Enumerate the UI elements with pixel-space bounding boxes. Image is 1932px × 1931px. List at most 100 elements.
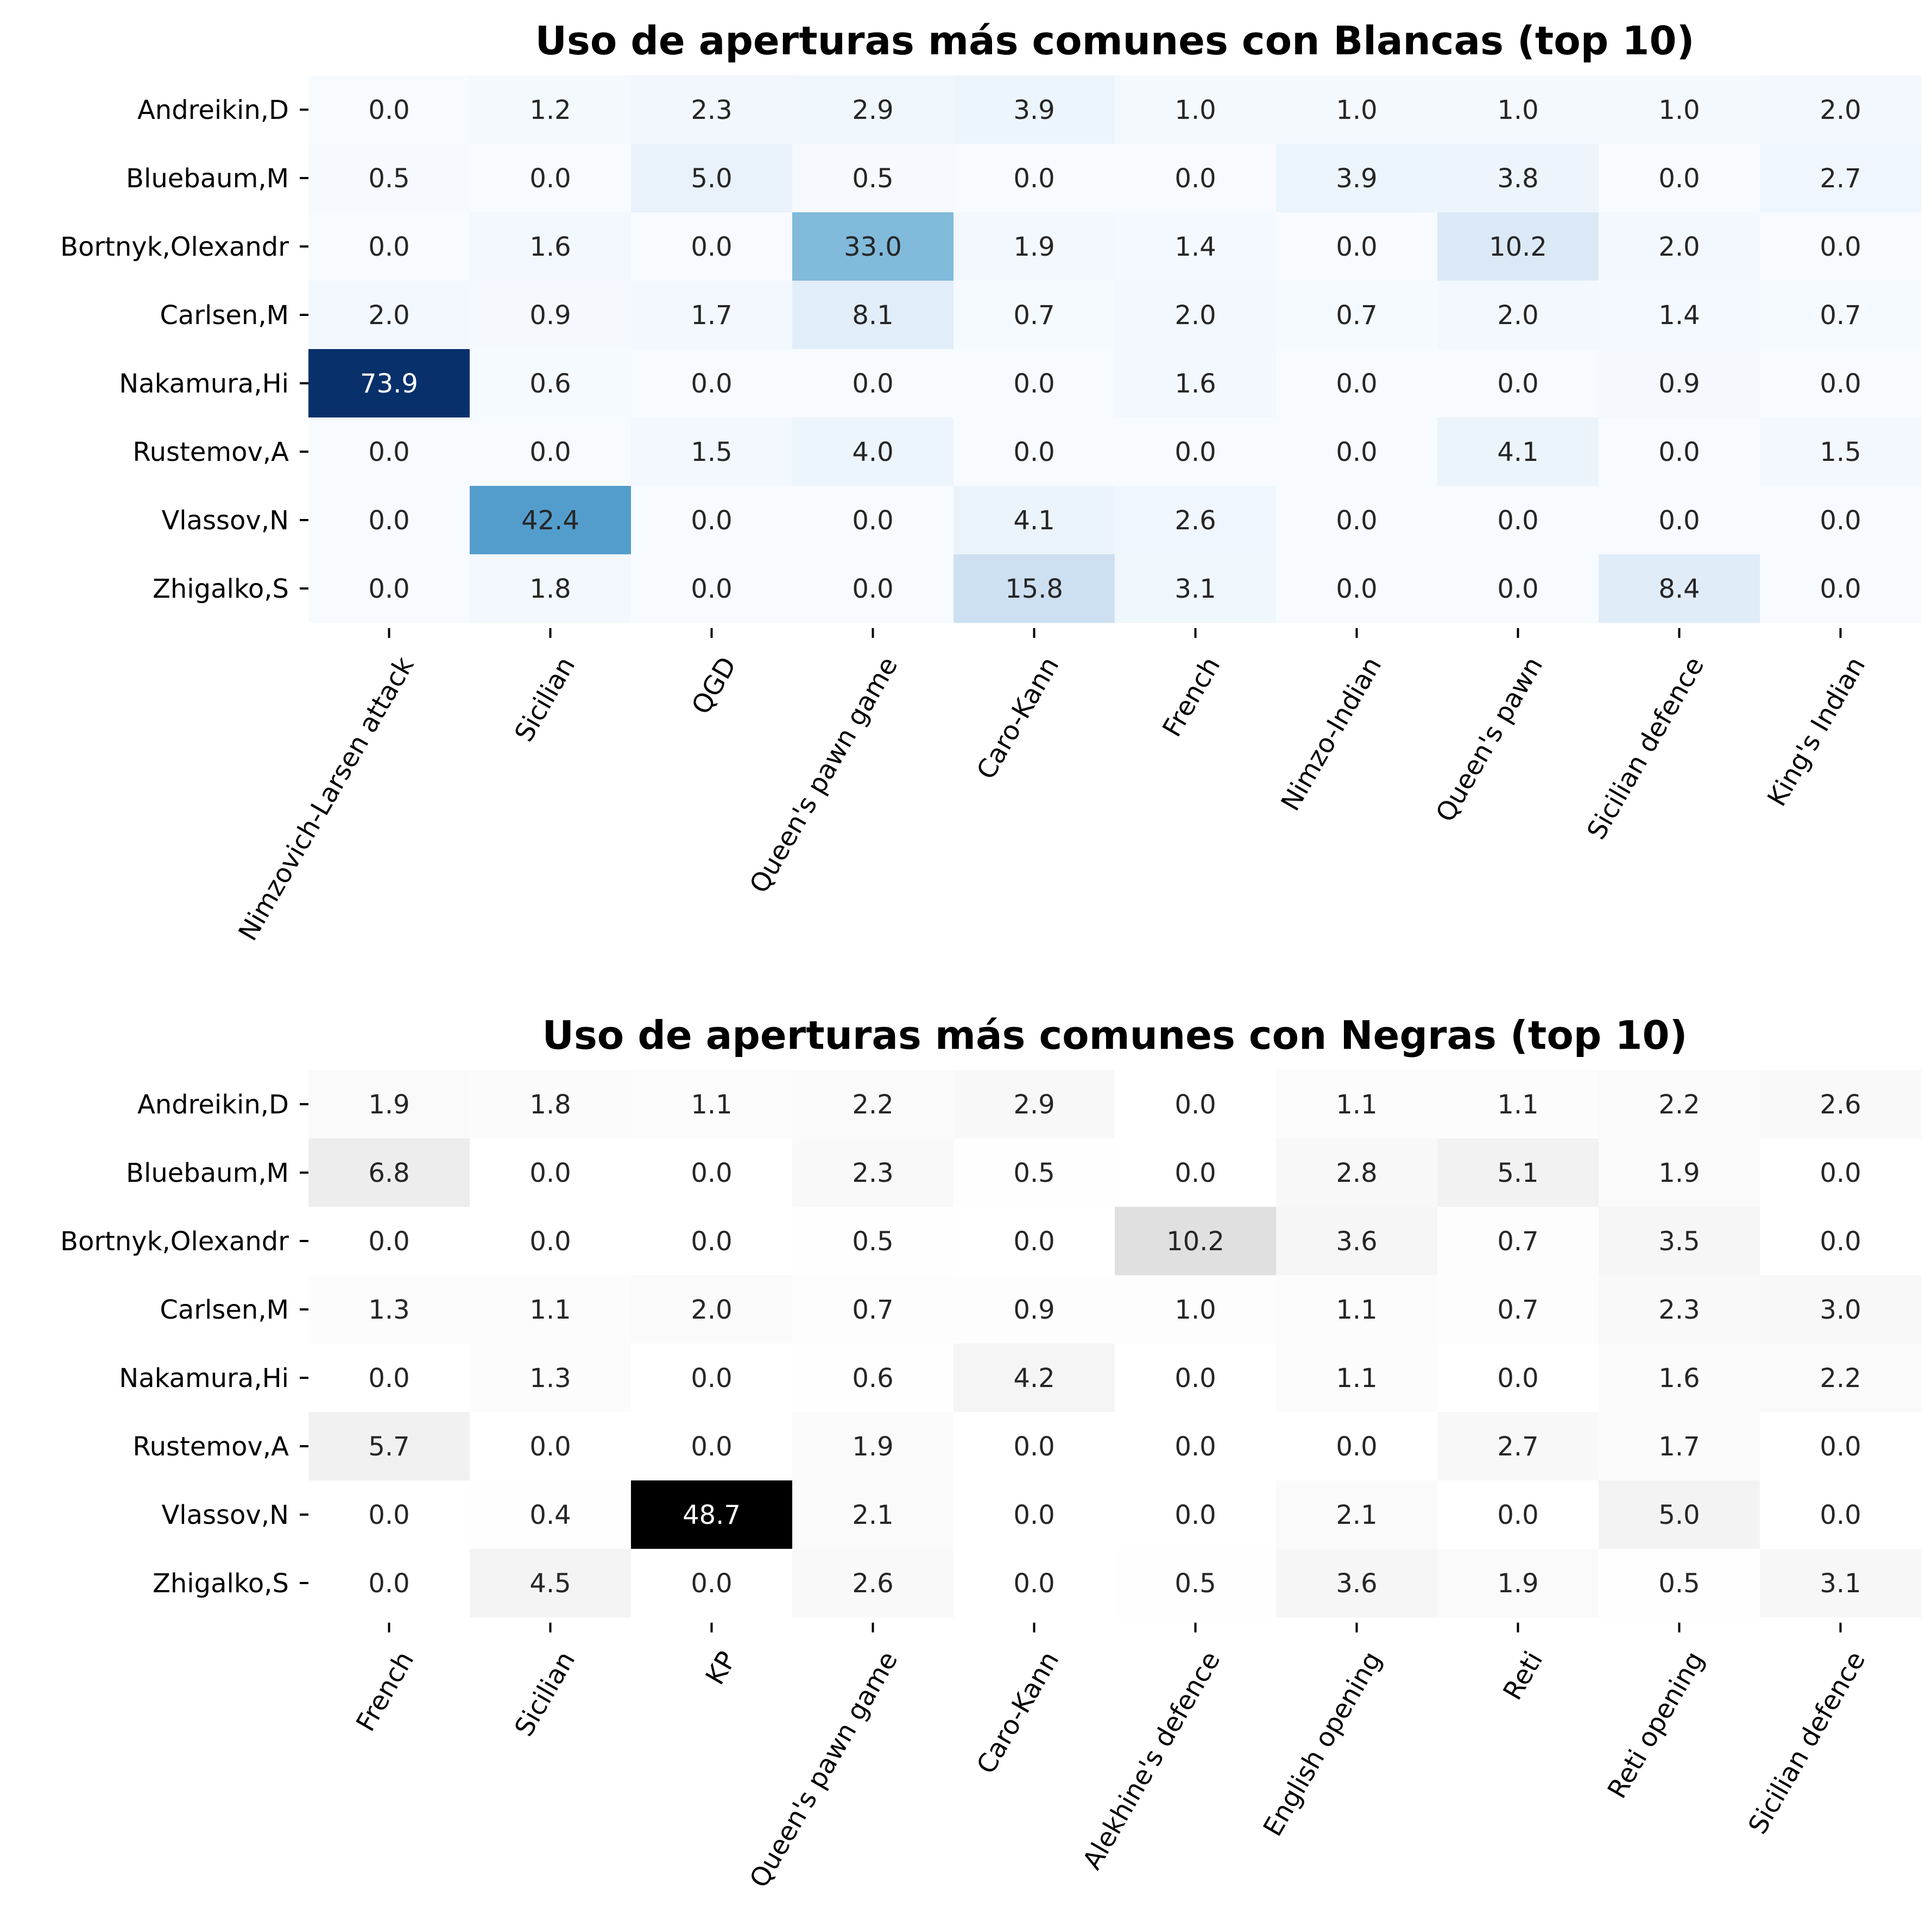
cell-value-label: 0.0	[368, 1568, 409, 1599]
cell-value-label: 0.7	[1013, 300, 1055, 331]
heatmap-cell	[1115, 1480, 1277, 1549]
heatmap-cell	[954, 554, 1115, 623]
heatmap-cell	[470, 75, 632, 144]
heatmap-cell	[308, 486, 470, 555]
cell-value-label: 4.5	[529, 1568, 571, 1599]
row-label-carlsen-m: Carlsen,M	[160, 1295, 289, 1325]
row-label-rustemov-a: Rustemov,A	[132, 1432, 289, 1462]
cell-value-label: 1.1	[1336, 1295, 1377, 1325]
heatmap-cell	[631, 75, 793, 144]
col-label-sicilian-defence: Sicilian defence	[1742, 1647, 1872, 1839]
heatmap-cell	[1276, 144, 1438, 213]
heatmap-cell	[308, 1480, 470, 1549]
cell-value-label: 2.0	[1497, 300, 1538, 331]
heatmap-cell	[470, 486, 632, 555]
heatmap-cell	[1760, 349, 1922, 418]
cell-value-label: 0.0	[368, 95, 409, 125]
heatmap-cell	[470, 1412, 632, 1481]
cell-value-label: 0.7	[1497, 1295, 1538, 1325]
row-label-carlsen-m: Carlsen,M	[160, 300, 289, 331]
col-label-king-s-indian: King's Indian	[1761, 652, 1871, 812]
heatmap-cell	[792, 75, 954, 144]
heatmap-cell	[631, 554, 793, 623]
cell-value-label: 0.0	[1175, 1363, 1216, 1394]
cell-value-label: 0.0	[1820, 1500, 1861, 1530]
heatmap-cell	[470, 1138, 632, 1207]
heatmap-cell	[792, 1480, 954, 1549]
heatmap-cell	[1760, 417, 1922, 486]
cell-value-label: 0.5	[1013, 1158, 1055, 1188]
heatmap-cell	[1115, 486, 1277, 555]
cell-value-label: 0.5	[368, 163, 409, 194]
heatmap-cell	[1599, 486, 1760, 555]
col-label-caro-kann: Caro-Kann	[971, 652, 1065, 785]
heatmap-cell	[954, 1412, 1115, 1481]
heatmap-cell	[470, 1275, 632, 1344]
heatmap-cell	[1760, 486, 1922, 555]
cell-value-label: 1.1	[1336, 1090, 1377, 1120]
heatmap-cell	[954, 281, 1115, 350]
col-label-queen-s-pawn-game: Queen's pawn game	[744, 652, 904, 898]
heatmap-cell	[1599, 349, 1760, 418]
heatmap-cell	[1115, 212, 1277, 281]
heatmap-blancas: Uso de aperturas más comunes con Blancas…	[60, 18, 1922, 946]
cell-value-label: 4.0	[852, 437, 893, 467]
cell-value-label: 1.7	[691, 300, 732, 331]
heatmap-cell	[470, 417, 632, 486]
col-label-sicilian: Sicilian	[509, 652, 582, 747]
cell-value-label: 2.6	[1175, 505, 1216, 536]
heatmap-cell	[1437, 1275, 1599, 1344]
row-label-bortnyk-olexandr: Bortnyk,Olexandr	[60, 1226, 289, 1257]
heatmap-cell	[1115, 1207, 1277, 1276]
cell-value-label: 2.3	[852, 1158, 893, 1188]
heatmap-cell	[308, 554, 470, 623]
cell-value-label: 2.6	[1820, 1090, 1861, 1120]
heatmap-cell	[1760, 212, 1922, 281]
cell-value-label: 0.5	[852, 163, 893, 194]
heatmap-cell	[792, 1275, 954, 1344]
col-label-french: French	[1157, 652, 1226, 742]
heatmap-cell	[470, 281, 632, 350]
heatmap-cell	[954, 486, 1115, 555]
heatmap-cell	[1115, 349, 1277, 418]
heatmap-cell	[1760, 1480, 1922, 1549]
cell-value-label: 0.0	[1013, 1432, 1055, 1462]
cell-value-label: 8.4	[1658, 574, 1700, 604]
heatmap-cell	[1599, 1344, 1760, 1413]
heatmap-cell	[1760, 1207, 1922, 1276]
cell-value-label: 1.0	[1497, 95, 1538, 125]
col-label-reti-opening: Reti opening	[1602, 1647, 1710, 1804]
cell-value-label: 1.6	[529, 232, 571, 262]
cell-value-label: 2.6	[852, 1568, 893, 1599]
heatmap-cell	[1599, 212, 1760, 281]
cell-value-label: 2.0	[1820, 95, 1861, 125]
heatmap-cell	[1599, 417, 1760, 486]
cell-value-label: 0.6	[852, 1363, 893, 1394]
cell-value-label: 0.0	[852, 505, 893, 536]
heatmap-cell	[1760, 1138, 1922, 1207]
heatmap-cell	[1437, 1412, 1599, 1481]
heatmap-cell	[954, 1138, 1115, 1207]
row-label-andreikin-d: Andreikin,D	[137, 95, 289, 125]
cell-value-label: 1.6	[1658, 1363, 1700, 1394]
cell-value-label: 0.0	[1175, 1432, 1216, 1462]
cell-value-label: 1.5	[1820, 437, 1861, 467]
heatmap-cell	[792, 417, 954, 486]
cell-value-label: 3.0	[1820, 1295, 1861, 1325]
cell-value-label: 2.0	[691, 1295, 732, 1325]
cell-value-label: 0.0	[368, 437, 409, 467]
heatmap-cell	[1115, 1275, 1277, 1344]
row-label-rustemov-a: Rustemov,A	[132, 437, 289, 467]
heatmap-cell	[1115, 144, 1277, 213]
heatmap-cell	[1437, 554, 1599, 623]
heatmap-cell	[1599, 1138, 1760, 1207]
col-label-caro-kann: Caro-Kann	[971, 1647, 1065, 1780]
cell-value-label: 0.0	[691, 232, 732, 262]
heatmap-cell	[631, 1207, 793, 1276]
heatmap-cell	[792, 349, 954, 418]
chart-title-blancas: Uso de aperturas más comunes con Blancas…	[535, 18, 1695, 64]
heatmap-cell	[631, 1549, 793, 1618]
heatmap-cell	[954, 212, 1115, 281]
cell-value-label: 0.0	[529, 163, 571, 194]
col-label-alekhine-s-defence: Alekhine's defence	[1077, 1647, 1226, 1875]
